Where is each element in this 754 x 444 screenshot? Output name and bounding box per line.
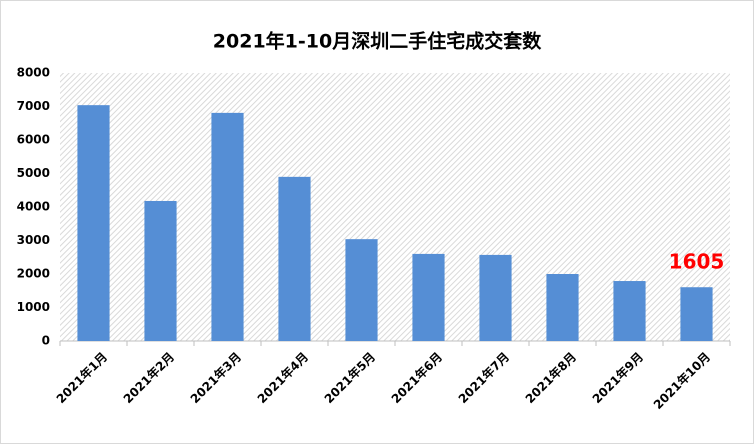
y-tick-label: 0: [42, 334, 50, 348]
y-tick-label: 4000: [17, 200, 50, 214]
y-tick-label: 8000: [17, 66, 50, 80]
bar: [278, 176, 311, 341]
chart-title: 2021年1-10月深圳二手住宅成交套数: [213, 30, 542, 53]
data-label: 1605: [669, 250, 725, 274]
y-tick-label: 6000: [17, 133, 50, 147]
bar: [680, 287, 713, 341]
y-tick-label: 3000: [17, 233, 50, 247]
bar: [345, 239, 378, 341]
bar: [546, 274, 579, 341]
bar: [211, 112, 244, 342]
bar: [613, 281, 646, 341]
y-tick-label: 2000: [17, 267, 50, 281]
y-tick-label: 5000: [17, 166, 50, 180]
y-tick-label: 1000: [17, 300, 50, 314]
bar: [144, 200, 177, 341]
bar: [412, 253, 445, 341]
bar: [479, 254, 512, 341]
y-tick-label: 7000: [17, 99, 50, 113]
bar: [77, 105, 110, 341]
